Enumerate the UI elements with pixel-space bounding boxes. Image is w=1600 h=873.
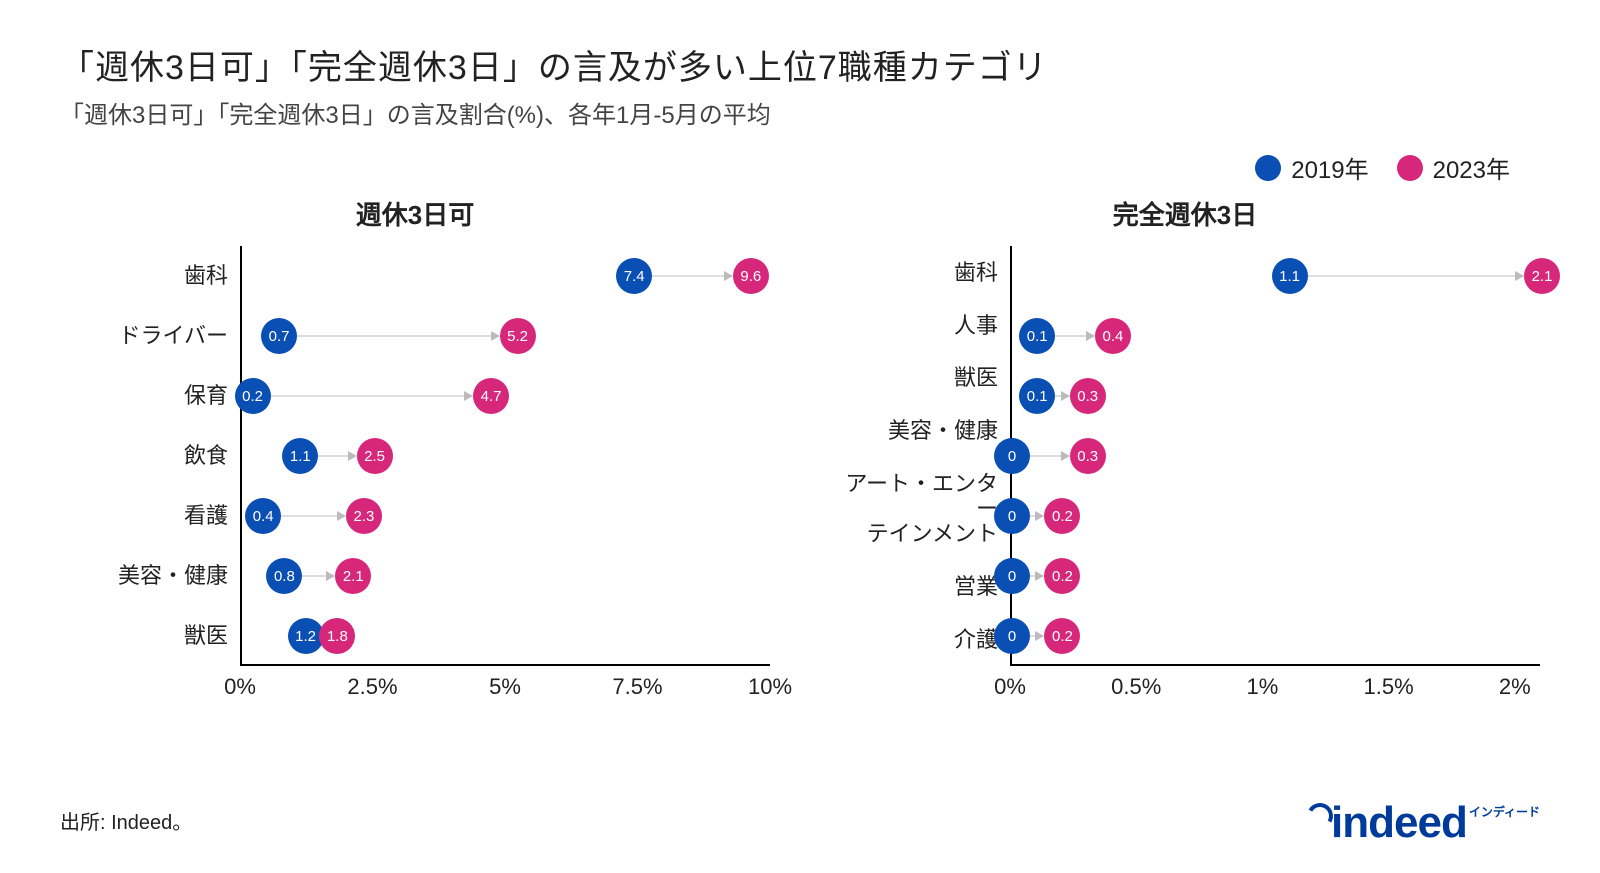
marker-2019: 0.1 <box>1019 318 1055 354</box>
arrowhead-icon <box>1061 451 1070 461</box>
arrowhead-icon <box>1061 391 1070 401</box>
y-axis-label: 美容・健康 <box>60 563 228 588</box>
marker-2019: 0.8 <box>266 558 302 594</box>
connector-line <box>271 396 474 397</box>
marker-2023: 9.6 <box>733 258 769 294</box>
chart-panel-left: 週休3日可歯科ドライバー保育飲食看護美容・健康獣医 7.4 9.6 0.7 5.2 0.2… <box>60 195 770 706</box>
y-axis-labels: 歯科ドライバー保育飲食看護美容・健康獣医 <box>60 246 240 666</box>
y-axis-label: 獣医 <box>830 365 998 390</box>
source-text: 出所: Indeed。 <box>60 806 192 835</box>
y-axis-label: 営業 <box>830 574 998 599</box>
y-axis-label: 飲食 <box>60 443 228 468</box>
marker-2019: 1.1 <box>282 438 318 474</box>
x-tick-label: 0.5% <box>1111 674 1161 700</box>
marker-2019: 0.4 <box>245 498 281 534</box>
y-axis-label: 歯科 <box>830 260 998 285</box>
marker-2019: 0.2 <box>235 378 271 414</box>
plot-area: 1.12.10.10.40.10.300.300.200.200.2 <box>1010 246 1540 666</box>
x-tick-label: 5% <box>489 674 521 700</box>
x-tick-label: 2.5% <box>347 674 397 700</box>
marker-2019: 0.7 <box>261 318 297 354</box>
arrowhead-icon <box>348 451 357 461</box>
indeed-logo: indeed インディード <box>1307 801 1540 845</box>
y-axis-label: 美容・健康 <box>830 418 998 443</box>
y-axis-label: 介護 <box>830 627 998 652</box>
legend-dot-icon <box>1255 155 1281 181</box>
chart-title: 週休3日可 <box>60 195 770 232</box>
arrowhead-icon <box>1086 331 1095 341</box>
x-axis: 0%2.5%5%7.5%10% <box>240 666 770 706</box>
marker-2019: 0 <box>994 498 1030 534</box>
arrowhead-icon <box>337 511 346 521</box>
marker-2023: 2.5 <box>357 438 393 474</box>
x-tick-label: 1.5% <box>1363 674 1413 700</box>
legend-item: 2023年 <box>1397 150 1510 185</box>
connector-line <box>652 276 733 277</box>
arrowhead-icon <box>724 271 733 281</box>
legend: 2019年 2023年 <box>60 150 1540 185</box>
page-subtitle: 「週休3日可」「完全週休3日」の言及割合(%)、各年1月-5月の平均 <box>60 95 1540 130</box>
arrowhead-icon <box>491 331 500 341</box>
arrowhead-icon <box>1035 631 1044 641</box>
marker-2023: 2.3 <box>346 498 382 534</box>
x-axis: 0%0.5%1%1.5%2% <box>1010 666 1540 706</box>
y-axis-label: 歯科 <box>60 263 228 288</box>
arrowhead-icon <box>464 391 473 401</box>
marker-2023: 2.1 <box>1524 258 1560 294</box>
plot-area: 7.49.60.75.20.24.71.12.50.42.30.82.11.21… <box>240 246 770 666</box>
plot: 歯科人事獣医美容・健康アート・エンターテインメント営業介護1.12.10.10.… <box>830 246 1540 666</box>
marker-2023: 0.2 <box>1044 558 1080 594</box>
marker-2019: 0 <box>994 558 1030 594</box>
page-title: 「週休3日可」「完全週休3日」の言及が多い上位7職種カテゴリ <box>60 40 1540 89</box>
marker-2019: 0 <box>994 438 1030 474</box>
legend-label: 2023年 <box>1433 150 1510 185</box>
charts-container: 週休3日可歯科ドライバー保育飲食看護美容・健康獣医7.49.60.75.20.2… <box>60 195 1540 706</box>
x-tick-label: 1% <box>1246 674 1278 700</box>
connector-line <box>297 336 500 337</box>
y-axis-label: ドライバー <box>60 323 228 348</box>
marker-2023: 0.3 <box>1070 378 1106 414</box>
legend-dot-icon <box>1397 155 1423 181</box>
arrowhead-icon <box>1035 571 1044 581</box>
chart-title: 完全週休3日 <box>830 195 1540 232</box>
marker-2023: 4.7 <box>473 378 509 414</box>
arrowhead-icon <box>326 571 335 581</box>
legend-label: 2019年 <box>1291 150 1368 185</box>
x-tick-label: 0% <box>994 674 1026 700</box>
y-axis-labels: 歯科人事獣医美容・健康アート・エンターテインメント営業介護 <box>830 246 1010 666</box>
marker-2023: 2.1 <box>335 558 371 594</box>
marker-2019: 0.1 <box>1019 378 1055 414</box>
x-tick-label: 2% <box>1499 674 1531 700</box>
marker-2019: 1.1 <box>1272 258 1308 294</box>
y-axis-label: 保育 <box>60 383 228 408</box>
marker-2019: 7.4 <box>616 258 652 294</box>
y-axis-label: アート・エンターテインメント <box>830 471 998 547</box>
arrowhead-icon <box>1515 271 1524 281</box>
logo-wordmark: indeed <box>1331 801 1467 845</box>
marker-2023: 1.8 <box>319 618 355 654</box>
marker-2019: 1.2 <box>288 618 324 654</box>
x-tick-label: 10% <box>748 674 792 700</box>
marker-2023: 0.2 <box>1044 618 1080 654</box>
marker-2023: 5.2 <box>500 318 536 354</box>
marker-2023: 0.4 <box>1095 318 1131 354</box>
connector-line <box>1308 276 1524 277</box>
arrowhead-icon <box>1035 511 1044 521</box>
y-axis-label: 看護 <box>60 503 228 528</box>
marker-2023: 0.2 <box>1044 498 1080 534</box>
marker-2023: 0.3 <box>1070 438 1106 474</box>
y-axis-label: 人事 <box>830 313 998 338</box>
chart-panel-right: 完全週休3日歯科人事獣医美容・健康アート・エンターテインメント営業介護1.12.… <box>830 195 1540 706</box>
x-tick-label: 0% <box>224 674 256 700</box>
marker-2019: 0 <box>994 618 1030 654</box>
legend-item: 2019年 <box>1255 150 1368 185</box>
y-axis-label: 獣医 <box>60 623 228 648</box>
plot: 歯科ドライバー保育飲食看護美容・健康獣医 7.4 9.6 0.7 5.2 0.2 4.7 1.… <box>60 246 770 666</box>
logo-katakana: インディード <box>1469 803 1540 820</box>
x-tick-label: 7.5% <box>612 674 662 700</box>
